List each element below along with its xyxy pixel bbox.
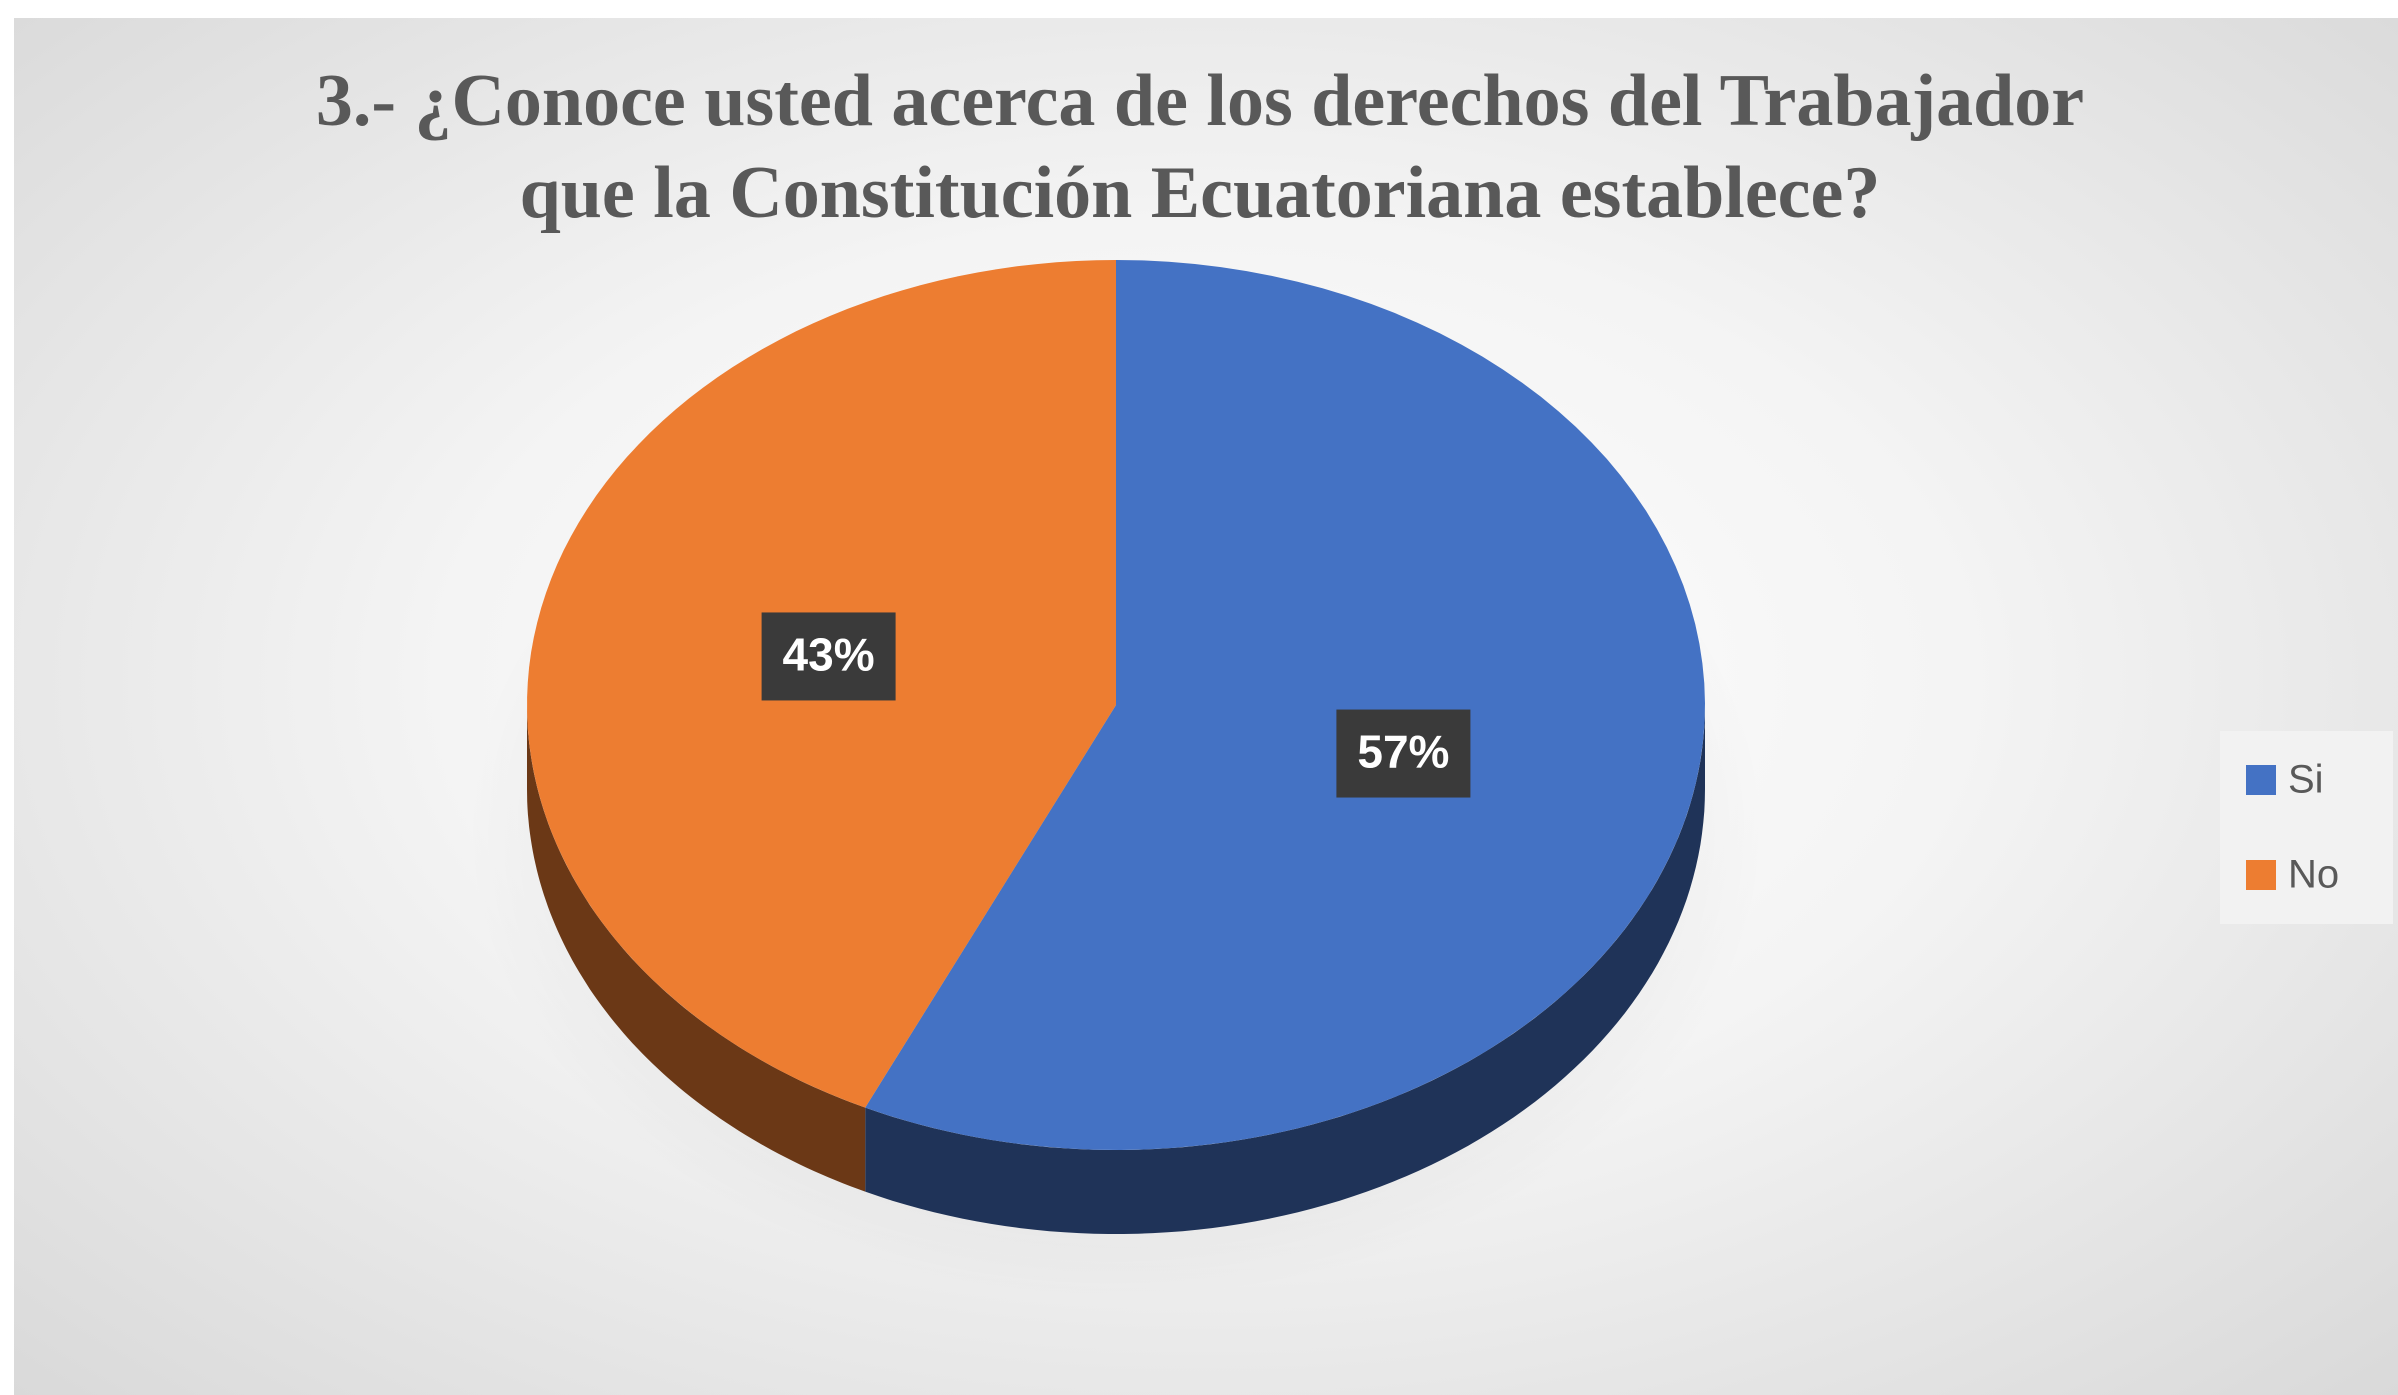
data-label: 43% xyxy=(783,629,875,681)
pie-side xyxy=(527,705,866,1192)
pie-slice xyxy=(865,260,1705,1150)
legend-swatch xyxy=(2246,860,2276,890)
legend-label: No xyxy=(2288,853,2339,897)
legend-box xyxy=(2220,731,2393,924)
legend-label: Si xyxy=(2288,758,2324,802)
chart-title: 3.- ¿Conoce usted acerca de los derechos… xyxy=(315,60,2085,234)
data-label-box xyxy=(1336,709,1471,798)
pie-side xyxy=(865,705,1705,1234)
legend-swatch xyxy=(2246,765,2276,795)
data-label: 57% xyxy=(1357,726,1449,778)
data-label-box xyxy=(761,612,896,701)
